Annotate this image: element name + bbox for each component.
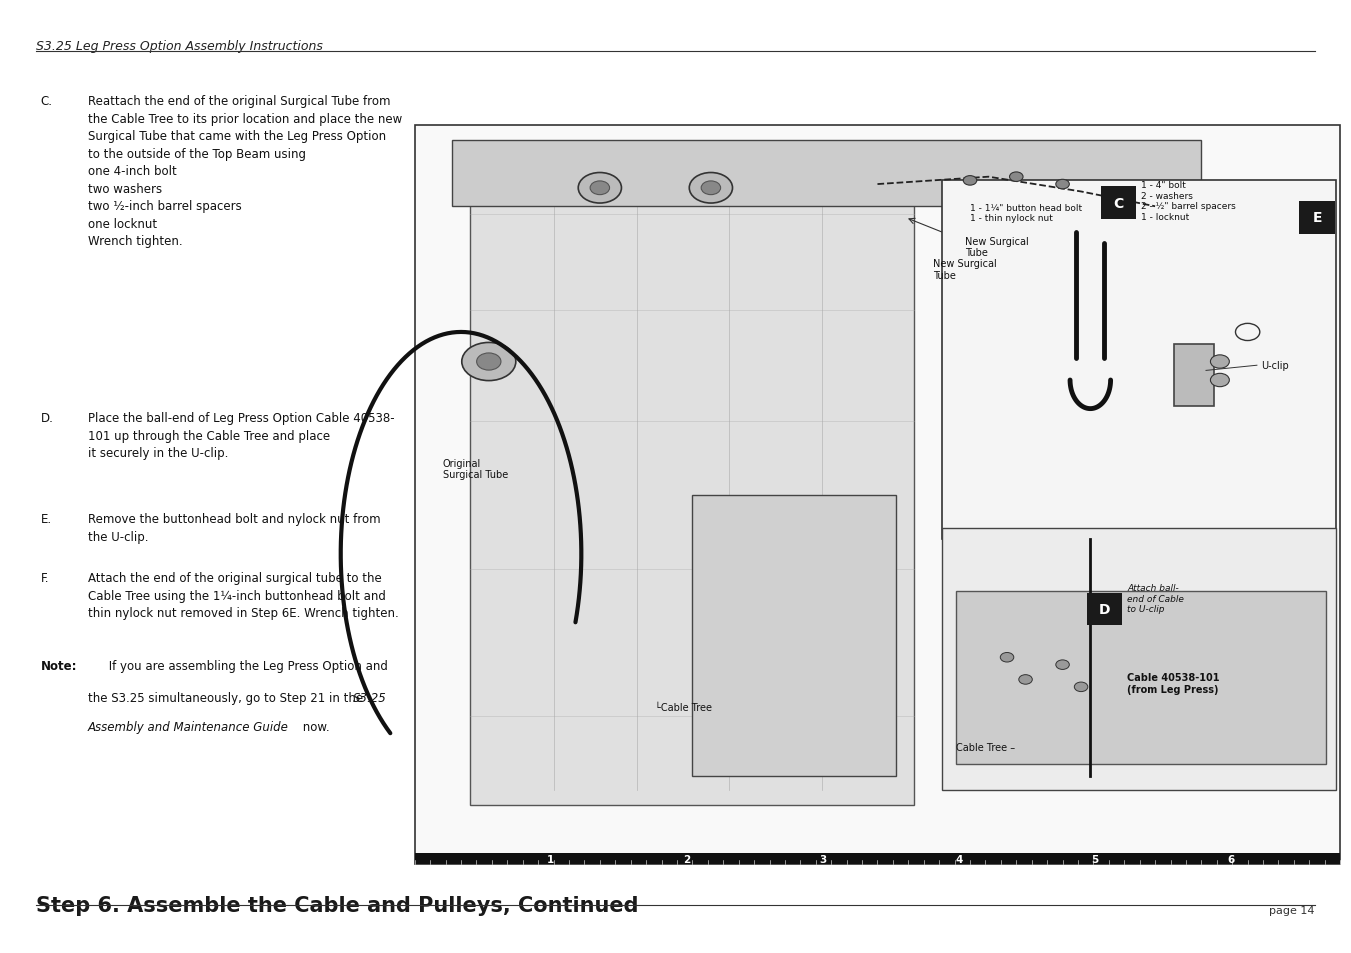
FancyBboxPatch shape	[942, 181, 1336, 539]
Bar	[1101, 187, 1136, 219]
Bar	[415, 853, 1340, 864]
Text: F.: F.	[41, 572, 49, 585]
Bar	[470, 148, 915, 805]
Circle shape	[1074, 682, 1088, 692]
Text: Cable 40538-101
(from Leg Press): Cable 40538-101 (from Leg Press)	[1127, 673, 1220, 694]
Text: E.: E.	[41, 513, 51, 526]
Text: the S3.25 simultaneously, go to Step 21 in the: the S3.25 simultaneously, go to Step 21 …	[88, 691, 366, 704]
Text: S3.25 Leg Press Option Assembly Instructions: S3.25 Leg Press Option Assembly Instruct…	[36, 40, 323, 53]
Text: Place the ball-end of Leg Press Option Cable 40538-
101 up through the Cable Tre: Place the ball-end of Leg Press Option C…	[88, 412, 394, 459]
Text: 1 - 4" bolt
2 - washers
2 - ½" barrel spacers
1 - locknut: 1 - 4" bolt 2 - washers 2 - ½" barrel sp…	[1142, 181, 1236, 221]
Text: Reattach the end of the original Surgical Tube from
the Cable Tree to its prior : Reattach the end of the original Surgica…	[88, 95, 403, 248]
Text: U-clip: U-clip	[1262, 361, 1289, 371]
Text: 3: 3	[820, 854, 827, 863]
Circle shape	[477, 354, 501, 371]
Bar	[1300, 202, 1335, 234]
Text: └Cable Tree: └Cable Tree	[655, 701, 712, 712]
Bar	[692, 495, 896, 776]
Text: now.: now.	[299, 720, 330, 734]
Text: D.: D.	[41, 412, 54, 425]
Circle shape	[1009, 172, 1023, 182]
Text: Step 6. Assemble the Cable and Pulleys, Continued: Step 6. Assemble the Cable and Pulleys, …	[36, 895, 639, 915]
Text: D: D	[1098, 602, 1111, 617]
Circle shape	[1019, 675, 1032, 684]
Text: If you are assembling the Leg Press Option and: If you are assembling the Leg Press Opti…	[105, 659, 388, 673]
Text: New Surgical
Tube: New Surgical Tube	[966, 236, 1029, 258]
Text: S3.25: S3.25	[353, 691, 386, 704]
Bar	[451, 141, 1201, 207]
Text: Cable Tree –: Cable Tree –	[957, 742, 1015, 753]
Text: C.: C.	[41, 95, 53, 109]
Text: Assembly and Maintenance Guide: Assembly and Maintenance Guide	[88, 720, 289, 734]
Circle shape	[1210, 374, 1229, 387]
Circle shape	[1055, 180, 1070, 190]
Text: Remove the buttonhead bolt and nylock nut from
the U-clip.: Remove the buttonhead bolt and nylock nu…	[88, 513, 381, 543]
Text: E: E	[1312, 212, 1321, 225]
Text: 1: 1	[547, 854, 554, 863]
Text: 6: 6	[1228, 854, 1235, 863]
Text: 1 - 1¼" button head bolt
1 - thin nylock nut: 1 - 1¼" button head bolt 1 - thin nylock…	[970, 203, 1082, 223]
Circle shape	[701, 182, 720, 195]
Circle shape	[590, 182, 609, 195]
FancyBboxPatch shape	[942, 528, 1336, 791]
Circle shape	[578, 173, 621, 204]
Text: 5: 5	[1092, 854, 1098, 863]
Circle shape	[1210, 355, 1229, 369]
Circle shape	[1000, 653, 1013, 662]
Circle shape	[963, 176, 977, 186]
Text: Note:: Note:	[41, 659, 77, 673]
Bar	[1174, 345, 1215, 407]
Text: Original
Surgical Tube: Original Surgical Tube	[443, 458, 508, 479]
Circle shape	[462, 343, 516, 381]
Circle shape	[689, 173, 732, 204]
FancyBboxPatch shape	[415, 126, 1340, 864]
Text: Attach the end of the original surgical tube to the
Cable Tree using the 1¼-inch: Attach the end of the original surgical …	[88, 572, 399, 619]
Bar	[1086, 594, 1121, 626]
Text: Attach ball-
end of Cable
to U-clip: Attach ball- end of Cable to U-clip	[1127, 583, 1185, 614]
Text: 2: 2	[684, 854, 690, 863]
Text: New Surgical
Tube: New Surgical Tube	[934, 259, 997, 280]
Text: page 14: page 14	[1269, 905, 1315, 915]
Text: C: C	[1113, 196, 1123, 211]
Circle shape	[1055, 660, 1070, 670]
Text: 4: 4	[955, 854, 963, 863]
Bar	[957, 591, 1327, 764]
